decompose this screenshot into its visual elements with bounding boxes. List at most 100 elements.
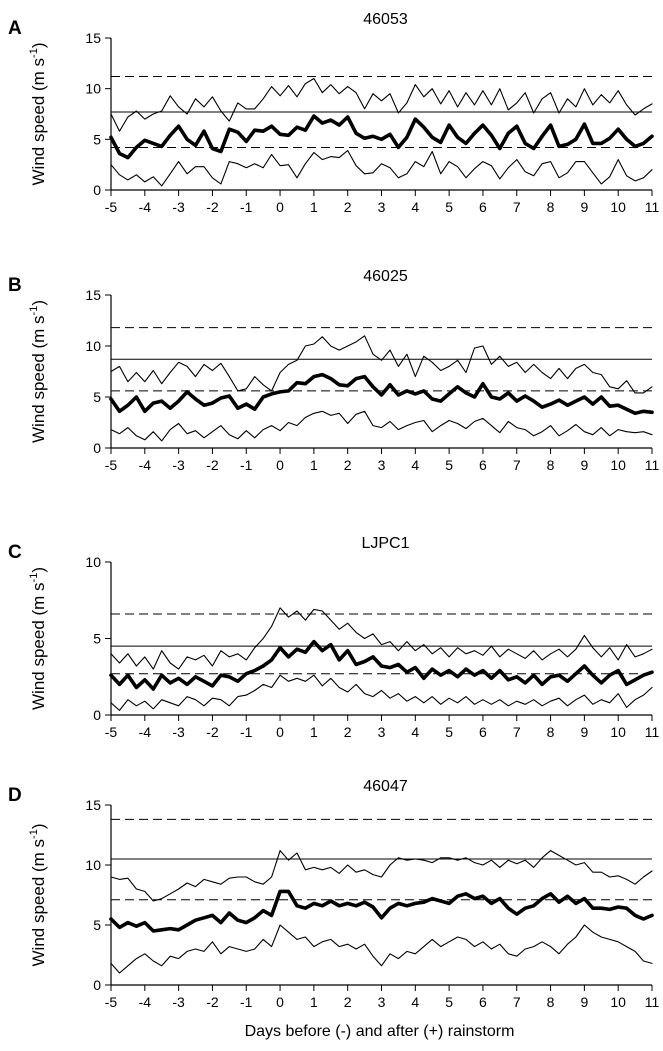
y-tick-label: 0 [93,182,101,198]
y-axis-label-close: ) [29,43,48,49]
x-tick-label: 0 [276,199,284,215]
x-tick-label: 8 [547,994,555,1010]
x-tick-label: 4 [411,724,419,740]
x-tick-label: -5 [105,724,118,740]
x-tick-label: 6 [479,724,487,740]
x-tick-label: 11 [645,724,660,740]
x-tick-label: 7 [513,994,521,1010]
y-tick-label: 5 [93,631,101,647]
x-tick-label: 11 [645,994,660,1010]
x-tick-label: 11 [645,199,660,215]
x-tick-label: 10 [610,199,626,215]
x-tick-label: -1 [240,457,253,473]
x-tick-label: 9 [580,457,588,473]
x-tick-label: 4 [411,199,419,215]
panel-title: LJPC1 [361,535,409,552]
y-axis-label-close: ) [29,824,48,830]
x-axis-label: Days before (-) and after (+) rainstorm [245,1023,515,1040]
x-tick-label: 1 [310,457,318,473]
x-tick-label: 2 [344,199,352,215]
x-tick-label: 5 [445,199,453,215]
y-axis-label-close: ) [29,300,48,306]
x-tick-label: 1 [310,994,318,1010]
x-tick-label: 4 [411,994,419,1010]
series-line-lower [110,924,653,974]
y-tick-label: 10 [85,81,101,97]
x-tick-label: 5 [445,724,453,740]
x-tick-label: 11 [645,457,660,473]
panel-title: 46025 [363,268,408,285]
x-tick-label: -2 [206,457,219,473]
x-tick-label: 3 [378,994,386,1010]
x-tick-label: 1 [310,724,318,740]
x-tick-label: -5 [105,199,118,215]
x-tick-label: 0 [276,724,284,740]
chart-panel-a: 0 5 10 15 -5 -4 -3 -2 -1 0 1 2 3 4 5 6 7 8 9 10 11 46053 A Wind… [8,11,659,215]
panel-letter: A [8,18,22,39]
x-tick-label: 2 [344,994,352,1010]
x-tick-label: -4 [139,199,152,215]
x-tick-label: -1 [240,994,253,1010]
panel-letter: C [8,542,22,563]
panel-letter: B [8,275,22,296]
panel-letter: D [8,785,22,806]
series-line-mean [109,372,654,416]
series-line-upper [110,335,653,394]
x-tick-label: -3 [172,994,185,1010]
y-tick-label: 15 [85,30,101,46]
x-tick-label: 0 [276,994,284,1010]
x-tick-label: 7 [513,199,521,215]
x-tick-label: 0 [276,457,284,473]
y-axis-label-text: Wind speed (m s [29,582,48,710]
y-axis-label: Wind speed (m s-1) [28,300,48,443]
x-tick-label: -2 [206,994,219,1010]
y-axis-label-text: Wind speed (m s [29,315,48,443]
y-axis-label-superscript: -1 [28,829,40,839]
x-tick-label: -3 [172,457,185,473]
y-tick-label: 10 [85,857,101,873]
series-line-upper [110,607,653,670]
y-axis-label-superscript: -1 [28,306,40,316]
x-tick-label: 5 [445,457,453,473]
x-tick-label: 8 [547,199,555,215]
panel-title: 46053 [363,11,408,28]
x-tick-label: -1 [240,724,253,740]
y-axis-label: Wind speed (m s-1) [28,824,48,967]
x-tick-label: 8 [547,457,555,473]
x-tick-label: -3 [172,724,185,740]
chart-panel-c: 0 5 10 -5 -4 -3 -2 -1 0 1 2 3 4 5 6 7 8 9 10 11 LJPC1 C Wind s… [8,535,659,740]
y-axis-label: Wind speed (m s-1) [28,567,48,710]
x-tick-label: 6 [479,199,487,215]
x-tick-label: -2 [206,724,219,740]
y-tick-label: 15 [85,797,101,813]
series-line-upper [110,850,653,902]
x-tick-label: 10 [610,724,626,740]
x-tick-label: -4 [139,994,152,1010]
series-line-lower [110,410,653,442]
x-tick-label: -5 [105,457,118,473]
x-tick-label: -4 [139,457,152,473]
x-tick-label: 5 [445,994,453,1010]
series-line-mean [109,114,654,160]
x-tick-label: 9 [580,724,588,740]
y-axis-label-close: ) [29,567,48,573]
panel-title: 46047 [363,778,408,795]
y-tick-label: 5 [93,917,101,933]
chart-panel-d: 0 5 10 15 -5 -4 -3 -2 -1 0 1 2 3 4 5 6 7 8 9 10 11 46047 D Wind… [8,778,659,1010]
x-tick-label: 9 [580,994,588,1010]
series-line-upper [110,77,653,132]
x-tick-label: 2 [344,457,352,473]
x-tick-label: 6 [479,457,487,473]
y-tick-label: 5 [93,389,101,405]
x-tick-label: 7 [513,724,521,740]
y-tick-label: 15 [85,287,101,303]
x-tick-label: -2 [206,199,219,215]
x-tick-label: 10 [610,994,626,1010]
x-tick-label: 8 [547,724,555,740]
series-line-mean [109,889,654,933]
y-tick-label: 10 [85,554,101,570]
chart-panel-b: 0 5 10 15 -5 -4 -3 -2 -1 0 1 2 3 4 5 6 7 8 9 10 11 46025 B Wind… [8,268,659,473]
x-tick-label: 1 [310,199,318,215]
y-tick-label: 0 [93,707,101,723]
